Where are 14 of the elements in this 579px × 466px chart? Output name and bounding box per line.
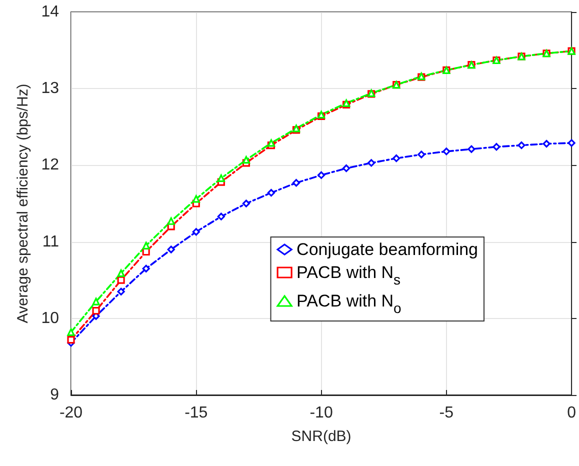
y-tick-label: 10 xyxy=(41,310,60,327)
y-tick-label: 13 xyxy=(41,80,60,98)
x-tick-label: -10 xyxy=(310,404,333,422)
y-axis-title: Average spectral efficiency (bps/Hz) xyxy=(14,84,32,324)
y-tick-label: 11 xyxy=(42,233,60,250)
y-tick-label: 9 xyxy=(50,386,60,404)
x-tick-label: -5 xyxy=(439,404,454,422)
y-tick-label: 12 xyxy=(41,156,60,174)
x-tick-label: -15 xyxy=(184,404,208,422)
y-tick-label: 14 xyxy=(41,4,60,20)
legend-label: Conjugate beamforming xyxy=(296,240,478,259)
x-axis-title: SNR(dB) xyxy=(291,428,352,445)
x-tick-label: 0 xyxy=(567,404,576,422)
x-tick-label: -20 xyxy=(59,404,83,422)
